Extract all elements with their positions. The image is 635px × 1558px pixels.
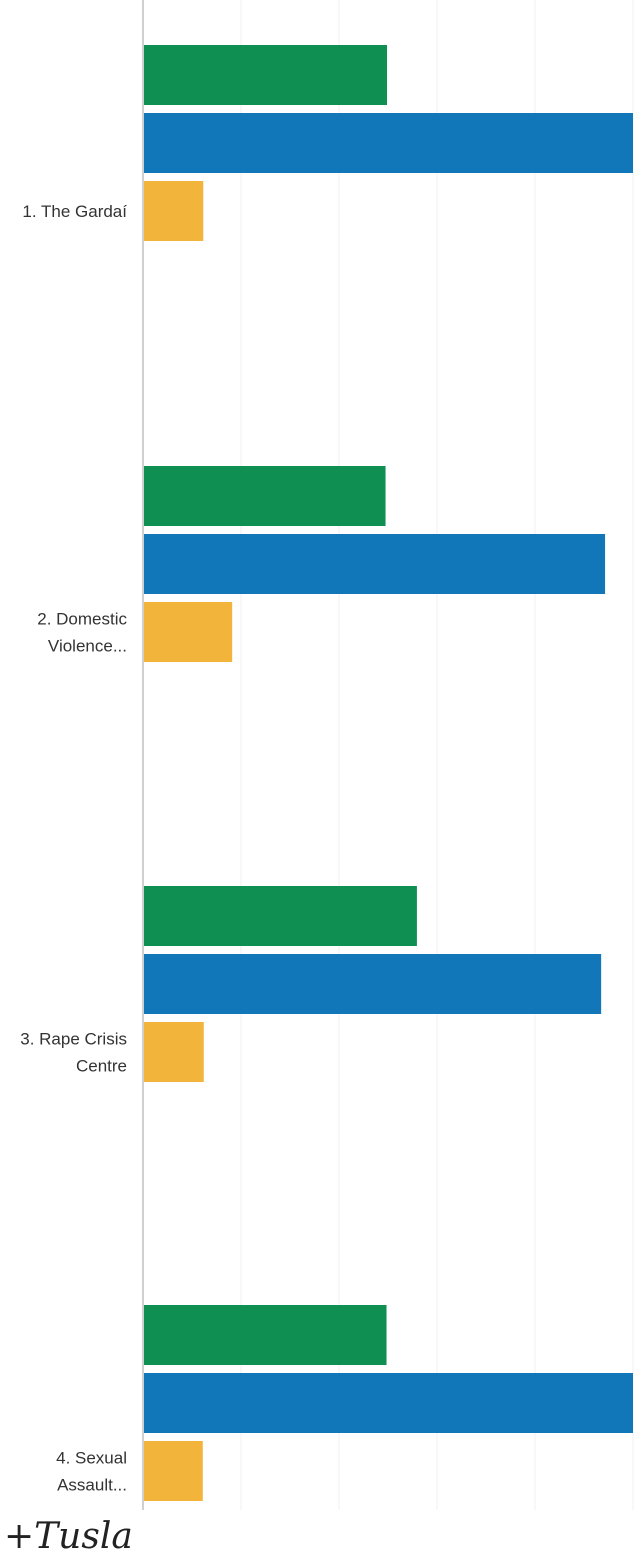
bars [143, 45, 633, 1501]
category-label: Violence... [48, 637, 127, 656]
bar [143, 113, 633, 173]
category-labels: 1. The Gardaí 2. Domestic Violence... 3. Ra… [20, 202, 127, 1495]
bar [143, 534, 606, 594]
bar [143, 466, 386, 526]
category-label: 1. The Gardaí [22, 202, 127, 221]
category-label: 2. Domestic [37, 610, 127, 629]
category-label: Assault... [57, 1476, 127, 1495]
handwritten-annotation: +Tusla [4, 1516, 133, 1557]
bar [143, 886, 417, 946]
category-label: 4. Sexual [56, 1449, 127, 1468]
bar [143, 954, 602, 1014]
category-label: 3. Rape Crisis [20, 1030, 127, 1049]
category-label: Centre [76, 1057, 127, 1076]
bar [143, 1022, 204, 1082]
bar [143, 602, 233, 662]
bar [143, 1373, 633, 1433]
bar [143, 181, 204, 241]
bar [143, 45, 388, 105]
bar [143, 1305, 387, 1365]
bar [143, 1441, 203, 1501]
gridlines [240, 0, 634, 1510]
